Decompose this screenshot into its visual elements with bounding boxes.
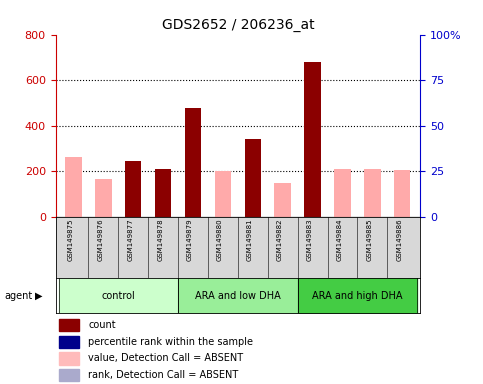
Bar: [394, 170, 411, 217]
Bar: [59, 336, 79, 348]
Bar: [59, 369, 79, 381]
Text: GSM149875: GSM149875: [68, 219, 73, 261]
Text: GSM149881: GSM149881: [247, 219, 253, 262]
Text: GSM149885: GSM149885: [367, 219, 372, 261]
Text: count: count: [88, 320, 116, 330]
Bar: [125, 161, 142, 217]
Bar: [155, 169, 171, 217]
Text: agent: agent: [5, 291, 33, 301]
Text: ARA and high DHA: ARA and high DHA: [312, 291, 403, 301]
Bar: [334, 169, 351, 217]
Text: rank, Detection Call = ABSENT: rank, Detection Call = ABSENT: [88, 370, 239, 380]
Bar: [364, 169, 381, 217]
Bar: [274, 183, 291, 217]
Text: ARA and low DHA: ARA and low DHA: [195, 291, 281, 301]
Title: GDS2652 / 206236_at: GDS2652 / 206236_at: [162, 18, 314, 32]
Bar: [59, 353, 79, 364]
Bar: [185, 108, 201, 217]
Bar: [59, 319, 79, 331]
Text: GSM149884: GSM149884: [337, 219, 342, 261]
Text: GSM149886: GSM149886: [396, 219, 402, 262]
Text: GSM149877: GSM149877: [127, 219, 133, 262]
Text: value, Detection Call = ABSENT: value, Detection Call = ABSENT: [88, 353, 243, 364]
Bar: [95, 179, 112, 217]
Text: GSM149883: GSM149883: [307, 219, 313, 262]
Bar: [304, 62, 321, 217]
Text: GSM149879: GSM149879: [187, 219, 193, 262]
Text: GSM149878: GSM149878: [157, 219, 163, 262]
Text: GSM149882: GSM149882: [277, 219, 283, 261]
Text: control: control: [101, 291, 135, 301]
Bar: [244, 139, 261, 217]
Text: GSM149876: GSM149876: [98, 219, 103, 262]
Text: ▶: ▶: [35, 291, 43, 301]
Bar: [65, 157, 82, 217]
Text: percentile rank within the sample: percentile rank within the sample: [88, 337, 254, 347]
Text: GSM149880: GSM149880: [217, 219, 223, 262]
Bar: [215, 171, 231, 217]
